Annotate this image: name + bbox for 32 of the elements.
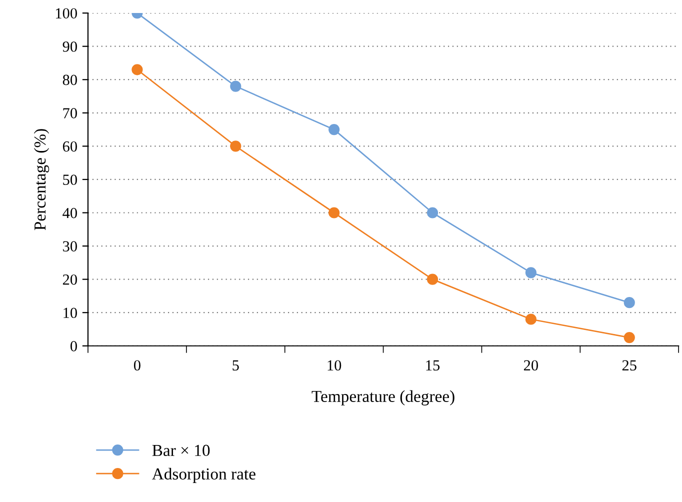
point	[328, 124, 340, 136]
legend-label: Adsorption rate	[152, 468, 256, 483]
point	[426, 207, 438, 218]
x-axis-title: Temperature (degree)	[312, 390, 454, 406]
y-tick-label: 80	[62, 74, 77, 86]
point	[624, 297, 635, 308]
point	[328, 207, 340, 218]
y-tick-label: 90	[62, 41, 77, 52]
y-tick-label: 50	[63, 174, 77, 185]
y-tick-label: 100	[56, 8, 77, 19]
x-tick-label: 10	[328, 360, 342, 371]
point	[132, 64, 143, 76]
y-tick-label: 40	[62, 208, 77, 218]
x-tick-label: 20	[524, 360, 538, 371]
point	[525, 314, 536, 325]
point	[426, 274, 438, 285]
x-tick-label: 0	[134, 360, 140, 371]
y-tick-label: 0	[70, 341, 77, 352]
point	[230, 140, 242, 152]
point	[230, 80, 242, 92]
legend-label: Bar × 10	[152, 444, 210, 456]
y-tick-label: 10	[64, 308, 77, 318]
y-axis-title: Percentage (%)	[34, 129, 50, 230]
point	[525, 267, 536, 278]
y-tick-label: 30	[63, 241, 77, 252]
x-tick-label: 25	[622, 360, 636, 371]
y-tick-label: 60	[62, 141, 77, 152]
y-tick-label: 20	[62, 274, 77, 285]
x-tick-label: 5	[232, 360, 239, 371]
y-tick-label: 70	[63, 108, 77, 118]
point	[624, 332, 635, 344]
x-tick-label: 15	[426, 360, 440, 371]
